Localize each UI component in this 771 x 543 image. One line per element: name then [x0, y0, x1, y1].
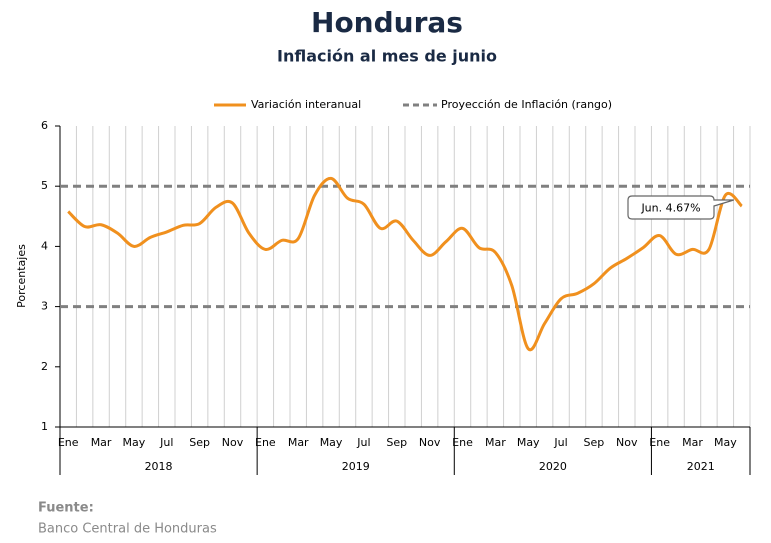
- chart-title: Honduras: [311, 6, 463, 39]
- source-label: Fuente:: [38, 501, 94, 516]
- x-tick-label: Ene: [649, 436, 670, 449]
- x-tick-label: Sep: [584, 436, 605, 449]
- x-tick-label: Nov: [616, 436, 638, 449]
- x-tick-label: Sep: [189, 436, 210, 449]
- x-tick-label: Sep: [386, 436, 407, 449]
- x-tick-label: Jul: [356, 436, 370, 449]
- x-tick-label: May: [714, 436, 737, 449]
- x-tick-label: Jul: [553, 436, 567, 449]
- y-tick-label: 6: [41, 119, 48, 132]
- annotation-box: [627, 195, 734, 220]
- x-tick-label: Jul: [159, 436, 173, 449]
- x-group-label: 2020: [539, 460, 567, 473]
- y-tick-label: 4: [41, 239, 48, 252]
- x-tick-label: Ene: [255, 436, 276, 449]
- y-tick-label: 3: [41, 300, 48, 313]
- legend-label: Variación interanual: [251, 98, 361, 111]
- x-tick-label: May: [123, 436, 146, 449]
- x-tick-label: May: [517, 436, 540, 449]
- y-tick-label: 1: [41, 420, 48, 433]
- series-line: [67, 176, 743, 352]
- x-tick-label: Nov: [222, 436, 244, 449]
- x-tick-label: Nov: [419, 436, 441, 449]
- legend-label: Proyección de Inflación (rango): [441, 98, 612, 111]
- x-group-label: 2021: [687, 460, 715, 473]
- y-axis-label: Porcentajes: [15, 244, 28, 308]
- x-tick-label: May: [320, 436, 343, 449]
- x-tick-label: Mar: [485, 436, 506, 449]
- x-tick-label: Ene: [452, 436, 473, 449]
- y-tick-label: 2: [41, 360, 48, 373]
- x-group-label: 2019: [342, 460, 370, 473]
- chart-subtitle: Inflación al mes de junio: [277, 47, 497, 66]
- y-tick-label: 5: [41, 179, 48, 192]
- x-tick-label: Mar: [288, 436, 309, 449]
- x-tick-label: Mar: [682, 436, 703, 449]
- source-text: Banco Central de Honduras: [38, 522, 217, 537]
- annotation-text: Jun. 4.67%: [640, 202, 700, 215]
- x-tick-label: Ene: [58, 436, 79, 449]
- x-group-label: 2018: [145, 460, 173, 473]
- x-tick-label: Mar: [91, 436, 112, 449]
